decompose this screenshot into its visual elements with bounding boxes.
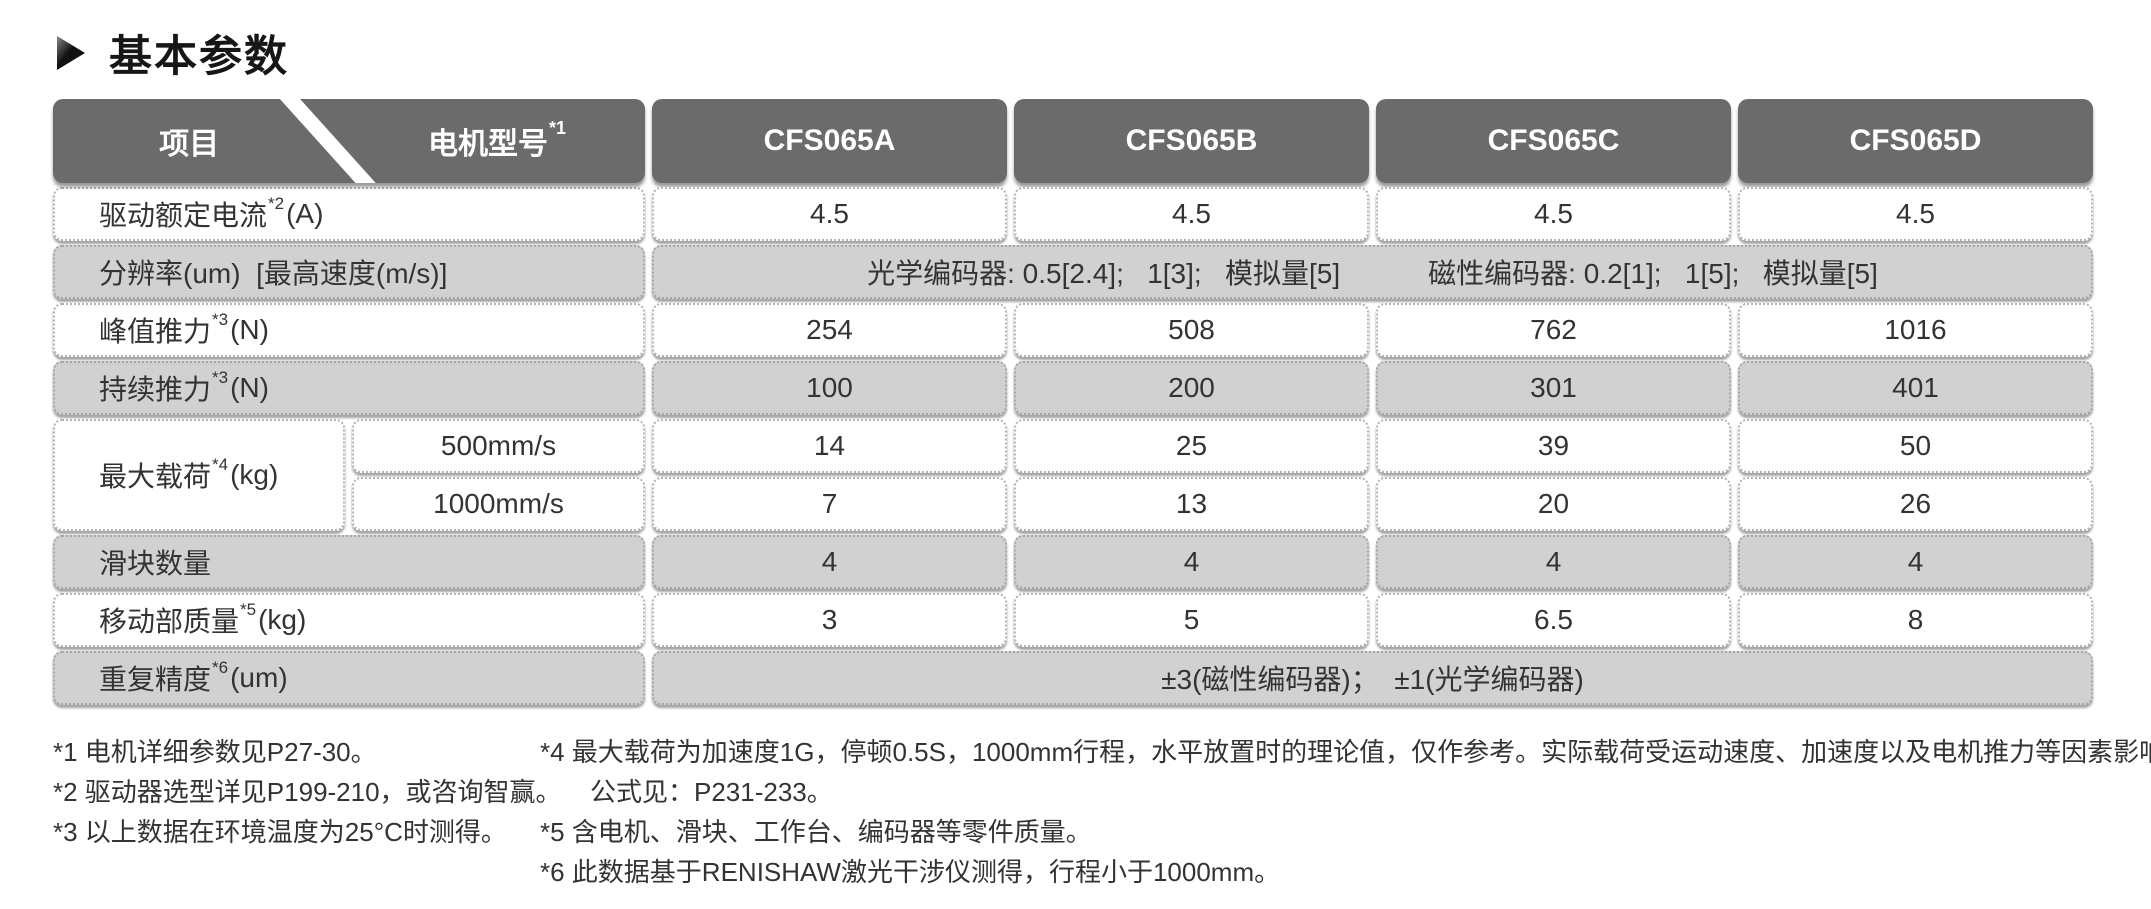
model-header-cfs065c: CFS065C <box>1376 99 1731 183</box>
value-cell: 762 <box>1376 303 1731 357</box>
value-cell: 100 <box>652 361 1007 415</box>
sub-speed-cell-500: 500mm/s <box>352 419 645 473</box>
value-cell: 401 <box>1738 361 2093 415</box>
row-label-resolution: 分辨率(um) [最高速度(m/s)] <box>53 245 645 299</box>
value-cell: 26 <box>1738 477 2093 531</box>
section-header: 基本参数 <box>55 26 2151 81</box>
row-label-repeatability: 重复精度 *6 (um) <box>53 651 645 705</box>
footnote-3: *3 以上数据在环境温度为25°C时测得。 <box>53 817 507 847</box>
sub-speed-cell-1000: 1000mm/s <box>352 477 645 531</box>
row-label-moving-mass: 移动部质量 *5 (kg) <box>53 593 645 647</box>
merged-value-resolution: 光学编码器: 0.5[2.4]; 1[3]; 模拟量[5] 磁性编码器: 0.2… <box>652 245 2093 299</box>
value-cell: 200 <box>1014 361 1369 415</box>
row-label-continuous-thrust: 持续推力 *3 (N) <box>53 361 645 415</box>
header-motor-sup: *1 <box>548 118 566 138</box>
page-title: 基本参数 <box>109 33 289 81</box>
resolution-optical: 光学编码器: 0.5[2.4]; 1[3]; 模拟量[5] <box>867 258 1341 289</box>
row-label-slider-count: 滑块数量 <box>53 535 645 589</box>
value-cell: 39 <box>1376 419 1731 473</box>
value-cell: 3 <box>652 593 1007 647</box>
footnotes: *1 电机详细参数见P27-30。 *2 驱动器选型详见P199-210，或咨询… <box>53 732 2151 892</box>
header-item-label: 项目 <box>159 128 220 161</box>
model-header-cfs065d: CFS065D <box>1738 99 2093 183</box>
value-cell: 254 <box>652 303 1007 357</box>
header-item-motor-cell: 项目 电机型号*1 <box>53 99 645 183</box>
value-cell: 8 <box>1738 593 2093 647</box>
value-cell: 1016 <box>1738 303 2093 357</box>
value-cell: 4.5 <box>1738 187 2093 241</box>
header-motor-label: 电机型号*1 <box>427 118 566 161</box>
value-cell: 6.5 <box>1376 593 1731 647</box>
footnotes-left-column: *1 电机详细参数见P27-30。 *2 驱动器选型详见P199-210，或咨询… <box>53 732 562 892</box>
row-label-rated-current: 驱动额定电流 *2 (A) <box>53 187 645 241</box>
value-cell: 13 <box>1014 477 1369 531</box>
merged-value-repeatability: ±3(磁性编码器)； ±1(光学编码器) <box>652 651 2093 705</box>
footnote-1: *1 电机详细参数见P27-30。 <box>53 737 377 767</box>
footnote-4: *4 最大载荷为加速度1G，停顿0.5S，1000mm行程，水平放置时的理论值，… <box>540 737 2151 767</box>
value-cell: 14 <box>652 419 1007 473</box>
value-cell: 4 <box>1738 535 2093 589</box>
footnote-6: *6 此数据基于RENISHAW激光干涉仪测得，行程小于1000mm。 <box>540 857 1281 887</box>
value-cell: 4.5 <box>1014 187 1369 241</box>
value-cell: 508 <box>1014 303 1369 357</box>
value-cell: 25 <box>1014 419 1369 473</box>
value-cell: 50 <box>1738 419 2093 473</box>
section-arrow-icon <box>57 36 85 70</box>
footnote-4-continued: 公式见：P231-233。 <box>590 777 833 807</box>
value-cell: 20 <box>1376 477 1731 531</box>
value-cell: 301 <box>1376 361 1731 415</box>
row-label-max-load: 最大载荷 *4 (kg) <box>53 419 345 531</box>
footnote-2: *2 驱动器选型详见P199-210，或咨询智赢。 <box>53 777 562 807</box>
model-header-cfs065a: CFS065A <box>652 99 1007 183</box>
value-cell: 4 <box>1014 535 1369 589</box>
value-cell: 4 <box>652 535 1007 589</box>
footnote-5: *5 含电机、滑块、工作台、编码器等零件质量。 <box>540 817 1092 847</box>
row-label-peak-thrust: 峰值推力 *3 (N) <box>53 303 645 357</box>
value-cell: 4 <box>1376 535 1731 589</box>
footnotes-right-column: *4 最大载荷为加速度1G，停顿0.5S，1000mm行程，水平放置时的理论值，… <box>540 732 2151 892</box>
resolution-magnetic: 磁性编码器: 0.2[1]; 1[5]; 模拟量[5] <box>1428 258 1878 289</box>
value-cell: 4.5 <box>652 187 1007 241</box>
value-cell: 5 <box>1014 593 1369 647</box>
value-cell: 4.5 <box>1376 187 1731 241</box>
model-header-cfs065b: CFS065B <box>1014 99 1369 183</box>
spec-table: 项目 电机型号*1 CFS065A CFS065B CFS065C CFS065… <box>53 99 2093 705</box>
value-cell: 7 <box>652 477 1007 531</box>
